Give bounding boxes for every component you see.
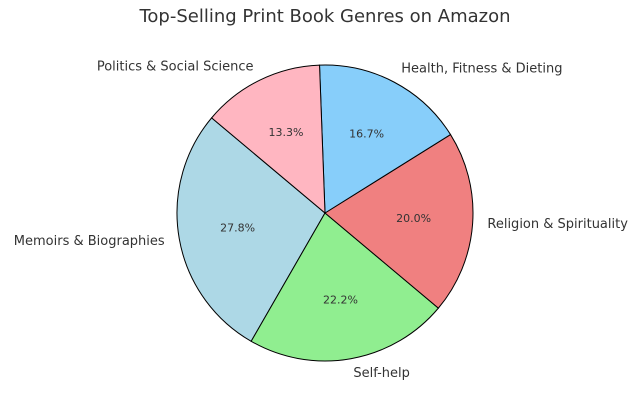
slice-label: Politics & Social Science [97,59,254,74]
value-label: 16.7% [349,128,384,141]
value-label: 27.8% [220,221,255,234]
pie-slice [176,117,326,342]
pie-slice [324,133,474,309]
value-label: 13.3% [269,126,304,139]
slice-label: Health, Fitness & Dieting [401,62,562,77]
chart-title: Top-Selling Print Book Genres on Amazon [138,6,510,27]
value-label: 20.0% [396,212,431,225]
pie-slice [319,64,452,214]
slice-label: Religion & Spirituality [487,217,628,232]
slice-label: Self-help [353,366,410,381]
pie-slice [250,212,440,362]
pie-slice [210,64,326,215]
value-label: 22.2% [323,293,358,306]
slice-label: Memoirs & Biographies [14,234,165,249]
